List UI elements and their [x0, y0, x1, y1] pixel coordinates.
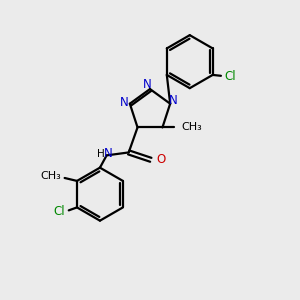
Text: H: H: [97, 149, 104, 159]
Text: O: O: [156, 153, 165, 166]
Text: N: N: [169, 94, 178, 107]
Text: N: N: [143, 78, 152, 91]
Text: Cl: Cl: [224, 70, 236, 83]
Text: CH₃: CH₃: [182, 122, 202, 132]
Text: N: N: [120, 96, 128, 109]
Text: Cl: Cl: [53, 205, 64, 218]
Text: N: N: [104, 147, 112, 161]
Text: CH₃: CH₃: [40, 172, 61, 182]
